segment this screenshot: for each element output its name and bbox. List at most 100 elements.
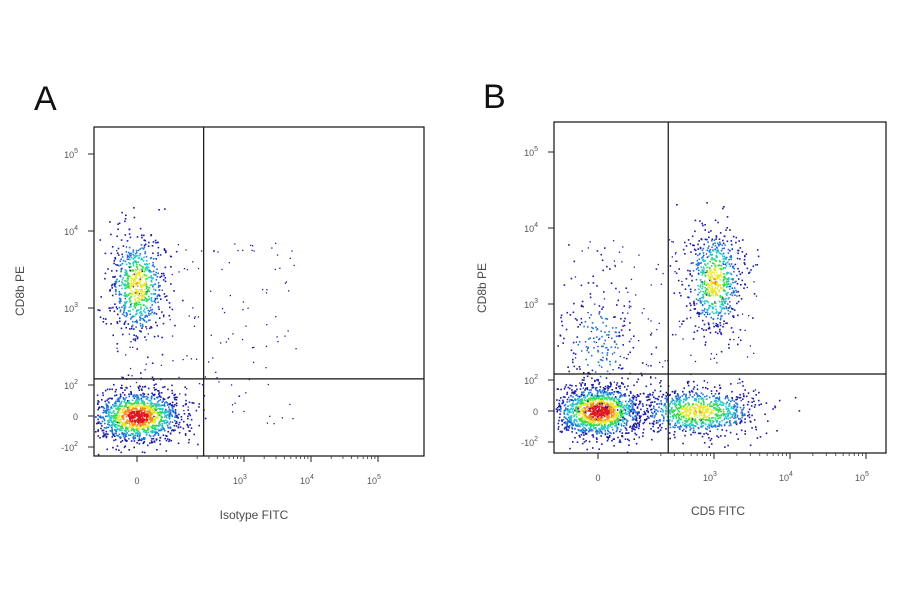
event-dot [628,440,630,442]
event-dot [141,247,143,249]
event-dot [616,426,618,428]
event-dot [694,432,696,434]
event-dot [718,437,720,439]
event-dot [613,410,615,412]
event-dot [146,266,148,268]
event-dot [653,396,655,398]
event-dot [558,388,560,390]
event-dot [150,307,152,309]
event-dot [738,240,740,242]
event-dot [644,422,646,424]
event-dot [603,389,605,391]
event-dot [151,327,153,329]
event-dot [158,306,160,308]
event-dot [706,398,708,400]
event-dot [143,406,145,408]
event-dot [109,412,111,414]
event-dot [601,443,603,445]
event-dot [137,285,139,287]
event-dot [134,274,135,275]
event-dot [687,406,689,408]
event-dot [136,322,138,324]
event-dot [703,252,705,254]
event-dot [146,278,148,280]
event-dot [107,433,109,435]
event-dot [621,423,623,425]
event-dot [277,341,278,342]
event-dot [714,287,716,289]
event-dot [112,307,114,309]
event-dot [606,394,608,396]
event-dot [158,282,160,284]
event-dot [695,425,697,427]
event-dot [621,382,623,384]
event-dot [742,415,744,417]
event-dot [739,423,741,425]
event-dot [661,414,663,416]
event-dot [128,323,130,325]
event-dot [647,408,649,410]
event-dot [632,417,634,419]
event-dot [128,283,130,285]
event-dot [713,407,715,409]
event-dot [169,439,171,441]
event-dot [569,409,571,411]
event-dot [274,423,275,424]
y-tick-label: 103 [64,302,78,314]
event-dot [694,413,696,415]
event-dot [565,407,567,409]
event-dot [592,387,594,389]
event-dot [147,286,149,288]
event-dot [121,288,123,290]
event-dot [611,407,613,409]
event-dot [96,423,98,425]
event-dot [760,403,762,405]
event-dot [183,359,184,360]
event-dot [157,276,159,278]
event-dot [181,416,183,418]
event-dot [120,311,122,313]
event-dot [685,420,687,422]
event-dot [653,431,655,433]
event-dot [708,284,710,286]
event-dot [149,328,151,330]
event-dot [101,399,103,401]
event-dot [149,310,151,312]
event-dot [138,272,140,274]
event-dot [716,247,718,249]
event-dot [132,424,134,426]
event-dot [104,278,106,280]
event-dot [715,245,717,247]
event-dot [124,408,126,410]
event-dot [136,348,138,350]
event-dot [676,395,678,397]
event-dot [633,395,635,397]
event-dot [186,388,187,389]
event-dot [603,407,605,409]
event-dot [619,420,621,422]
event-dot [633,409,635,411]
event-dot [165,267,167,269]
event-dot [119,291,121,293]
event-dot [595,431,597,433]
event-dot [596,398,598,400]
event-dot [132,321,134,323]
event-dot [609,425,611,427]
event-dot [727,241,729,243]
event-dot [712,318,714,320]
event-dot [232,333,233,334]
event-dot [107,268,109,270]
event-dot [125,298,126,299]
event-dot [660,380,662,382]
event-dot [688,385,690,387]
event-dot [116,250,117,251]
event-dot [128,285,130,287]
event-dot [726,402,728,404]
event-dot [642,435,644,437]
event-dot [154,425,156,427]
event-dot [723,403,725,405]
event-dot [725,403,727,405]
event-dot [110,420,112,422]
event-dot [174,325,176,327]
event-dot [694,415,696,417]
